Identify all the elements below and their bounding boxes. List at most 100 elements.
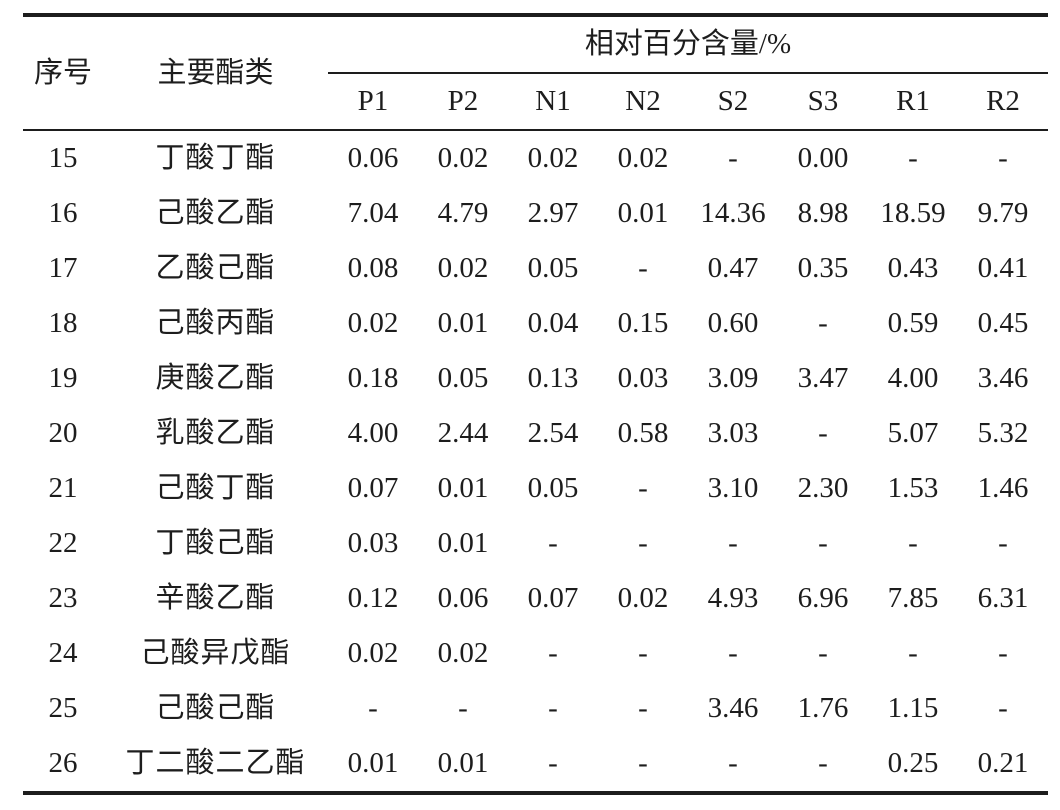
cell-value-n2: - [638, 472, 648, 504]
cell-value-n2: - [638, 527, 648, 559]
cell-value-n2: - [638, 692, 648, 724]
table-header: 序号 主要酯类 相对百分含量/% P1 P2 N1 N2 S2 S3 R1 R2 [23, 15, 1048, 131]
cell-value-p2: 4.79 [437, 197, 489, 229]
cell-value-p2: 2.44 [437, 417, 489, 449]
cell-value-r1: - [908, 527, 918, 559]
cell-ester-name: 己酸乙酯 [155, 197, 276, 229]
cell-value-s2: - [728, 637, 738, 669]
cell-value-s2: - [728, 142, 738, 174]
cell-value-p1: 0.02 [347, 307, 399, 339]
header-sample-s3: S3 [778, 73, 868, 131]
cell-value-p1: 0.03 [347, 527, 399, 559]
cell-value-r2: 9.79 [977, 197, 1029, 229]
cell-value-n1: 0.04 [527, 307, 579, 339]
cell-value-s3: - [818, 637, 828, 669]
cell-value-p1: - [368, 692, 378, 724]
header-sample-r2: R2 [958, 73, 1048, 131]
table-row: 25 己酸己酯 - - - - 3.46 1.76 1.15 - [23, 681, 1048, 736]
cell-value-s3: - [818, 307, 828, 339]
cell-value-n1: - [548, 527, 558, 559]
cell-serial-number: 23 [48, 582, 78, 614]
cell-value-r1: - [908, 142, 918, 174]
sample-header-row: P1 P2 N1 N2 S2 S3 R1 R2 [23, 73, 1048, 131]
table-row: 22 丁酸己酯 0.03 0.01 - - - - - - [23, 516, 1048, 571]
cell-value-s2: 14.36 [700, 197, 766, 229]
cell-value-n1: 0.05 [527, 472, 579, 504]
cell-value-s3: - [818, 417, 828, 449]
cell-value-r2: - [998, 692, 1008, 724]
cell-value-n1: 0.02 [527, 142, 579, 174]
cell-ester-name: 丁二酸二乙酯 [125, 747, 306, 779]
table-row: 17 乙酸己酯 0.08 0.02 0.05 - 0.47 0.35 0.43 0.41 [23, 241, 1048, 296]
table-row: 16 己酸乙酯 7.04 4.79 2.97 0.01 14.36 8.98 18.59 9.79 [23, 186, 1048, 241]
cell-value-s2: 3.03 [707, 417, 759, 449]
cell-value-n1: 2.97 [527, 197, 579, 229]
cell-value-s2: 3.09 [707, 362, 759, 394]
cell-serial-number: 21 [48, 472, 78, 504]
cell-value-p2: 0.01 [437, 307, 489, 339]
table-row: 18 己酸丙酯 0.02 0.01 0.04 0.15 0.60 - 0.59 0.45 [23, 296, 1048, 351]
cell-serial-number: 24 [48, 637, 78, 669]
cell-value-n1: 2.54 [527, 417, 579, 449]
cell-serial-number: 22 [48, 527, 78, 559]
cell-ester-name: 庚酸乙酯 [155, 362, 276, 394]
cell-value-p1: 7.04 [347, 197, 399, 229]
cell-value-p2: 0.01 [437, 472, 489, 504]
cell-value-p2: 0.01 [437, 527, 489, 559]
cell-value-p1: 4.00 [347, 417, 399, 449]
cell-value-r1: 5.07 [887, 417, 939, 449]
cell-value-s3: - [818, 747, 828, 779]
cell-value-s3: 8.98 [797, 197, 849, 229]
cell-ester-name: 己酸异戊酯 [140, 637, 291, 669]
cell-value-r2: - [998, 142, 1008, 174]
cell-value-s3: 0.00 [797, 142, 849, 174]
cell-value-s2: 3.10 [707, 472, 759, 504]
table-row: 21 己酸丁酯 0.07 0.01 0.05 - 3.10 2.30 1.53 1.46 [23, 461, 1048, 516]
cell-value-p1: 0.12 [347, 582, 399, 614]
cell-value-n1: - [548, 692, 558, 724]
cell-value-r2: - [998, 637, 1008, 669]
cell-value-r2: 3.46 [977, 362, 1029, 394]
cell-serial-number: 16 [48, 197, 78, 229]
cell-serial-number: 25 [48, 692, 78, 724]
table-row: 20 乳酸乙酯 4.00 2.44 2.54 0.58 3.03 - 5.07 5.32 [23, 406, 1048, 461]
cell-value-r2: 1.46 [977, 472, 1029, 504]
cell-value-r1: 4.00 [887, 362, 939, 394]
cell-value-s3: - [818, 527, 828, 559]
header-sample-p1: P1 [328, 73, 418, 131]
cell-value-n1: - [548, 637, 558, 669]
cell-value-n2: 0.58 [617, 417, 669, 449]
cell-value-p2: 0.02 [437, 142, 489, 174]
cell-value-n2: 0.01 [617, 197, 669, 229]
cell-ester-name: 乙酸己酯 [155, 252, 276, 284]
header-sample-n2: N2 [598, 73, 688, 131]
cell-value-r1: 1.53 [887, 472, 939, 504]
cell-value-n2: - [638, 747, 648, 779]
cell-value-s3: 6.96 [797, 582, 849, 614]
header-relative-content: 相对百分含量/% [328, 15, 1048, 74]
cell-value-p1: 0.18 [347, 362, 399, 394]
cell-value-s2: 0.60 [707, 307, 759, 339]
cell-value-s2: 4.93 [707, 582, 759, 614]
cell-value-p2: 0.02 [437, 637, 489, 669]
table-row: 26 丁二酸二乙酯 0.01 0.01 - - - - 0.25 0.21 [23, 736, 1048, 793]
cell-value-s2: - [728, 527, 738, 559]
cell-value-n2: 0.02 [617, 142, 669, 174]
ester-content-table: 序号 主要酯类 相对百分含量/% P1 P2 N1 N2 S2 S3 R1 R2 15 丁酸丁酯… [23, 13, 1048, 795]
cell-value-n2: 0.02 [617, 582, 669, 614]
cell-value-s3: 2.30 [797, 472, 849, 504]
cell-value-p1: 0.01 [347, 747, 399, 779]
cell-value-p1: 0.06 [347, 142, 399, 174]
cell-value-s2: - [728, 747, 738, 779]
cell-ester-name: 己酸丙酯 [155, 307, 276, 339]
cell-value-r1: 0.59 [887, 307, 939, 339]
cell-serial-number: 15 [48, 142, 78, 174]
cell-value-s2: 0.47 [707, 252, 759, 284]
cell-serial-number: 26 [48, 747, 78, 779]
cell-serial-number: 18 [48, 307, 78, 339]
cell-serial-number: 17 [48, 252, 78, 284]
cell-ester-name: 己酸丁酯 [155, 472, 276, 504]
cell-value-n2: 0.15 [617, 307, 669, 339]
cell-value-p1: 0.07 [347, 472, 399, 504]
cell-value-n1: 0.05 [527, 252, 579, 284]
